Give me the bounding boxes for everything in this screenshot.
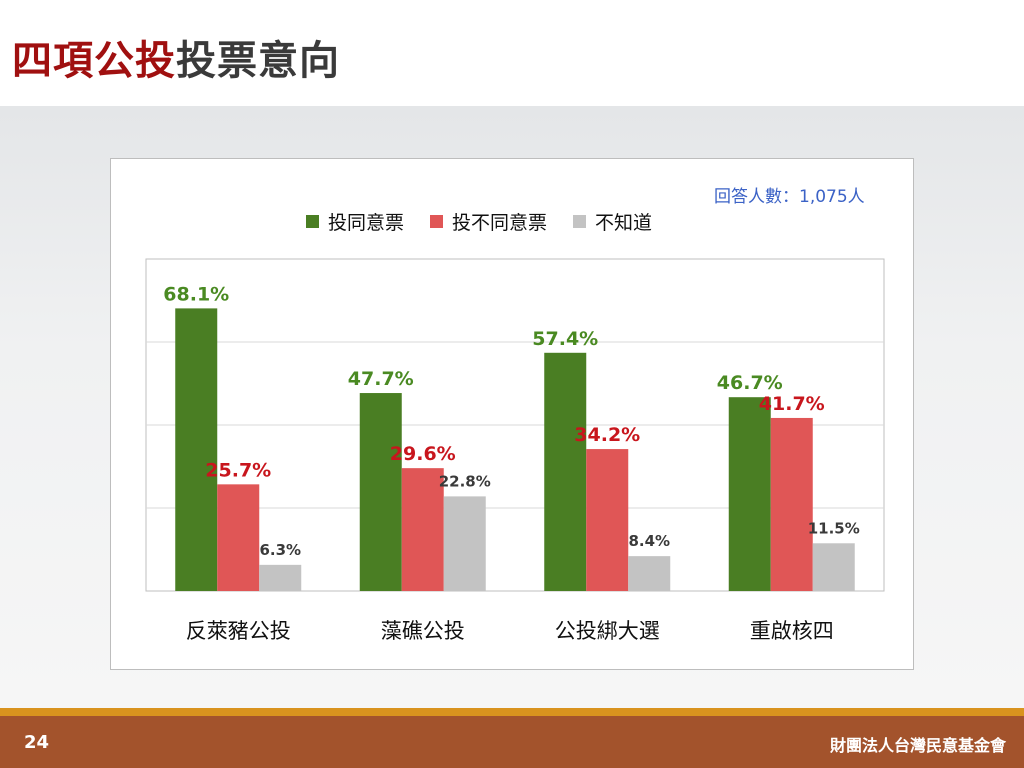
data-label-1-1: 29.6% [390, 443, 456, 465]
title-gray-part: 投票意向 [176, 38, 340, 84]
category-label-2: 公投綁大選 [555, 619, 660, 643]
title-bar: 四項公投投票意向 [0, 0, 1024, 106]
bar-1-0 [217, 484, 260, 591]
legend-swatch-unknown [573, 215, 587, 228]
data-label-1-2: 34.2% [574, 424, 640, 446]
bar-0-0 [175, 308, 218, 591]
data-label-0-1: 47.7% [348, 368, 414, 390]
bar-2-0 [259, 564, 302, 591]
legend-swatch-disagree [430, 215, 444, 228]
legend-label-unknown: 不知道 [595, 212, 653, 234]
sample-size-note: 回答人數：1,075人 [714, 187, 865, 207]
bar-0-2 [544, 352, 587, 591]
data-label-0-3: 46.7% [717, 372, 783, 394]
title-red-part: 四項公投 [12, 38, 176, 84]
legend-label-disagree: 投不同意票 [452, 212, 548, 234]
data-label-2-1: 22.8% [439, 472, 491, 490]
chart-legend: 投同意票 投不同意票 不知道 [306, 208, 678, 235]
data-label-1-3: 41.7% [759, 393, 825, 415]
legend-swatch-agree [306, 215, 319, 228]
legend-item-disagree: 投不同意票 [430, 208, 547, 235]
bar-1-2 [586, 449, 629, 591]
data-label-2-0: 6.3% [259, 541, 301, 559]
data-label-0-0: 68.1% [163, 283, 229, 305]
legend-item-agree: 投同意票 [306, 208, 404, 235]
page-title: 四項公投投票意向 [12, 28, 340, 86]
category-label-0: 反萊豬公投 [186, 619, 291, 643]
footer-bar: 24 財團法人台灣民意基金會 [0, 716, 1024, 768]
legend-item-unknown: 不知道 [573, 208, 652, 235]
category-label-3: 重啟核四 [750, 619, 834, 643]
footer-stripe [0, 708, 1024, 716]
bar-2-2 [628, 556, 671, 591]
data-label-2-3: 11.5% [808, 519, 860, 537]
data-label-2-2: 8.4% [628, 532, 670, 550]
bar-1-1 [401, 468, 444, 591]
bar-2-3 [812, 543, 855, 591]
page-number: 24 [24, 732, 50, 753]
legend-label-agree: 投同意票 [328, 212, 405, 234]
organization-name: 財團法人台灣民意基金會 [829, 736, 1006, 755]
bar-1-3 [770, 417, 813, 591]
data-label-0-2: 57.4% [532, 328, 598, 350]
bar-2-1 [443, 496, 486, 591]
bar-0-1 [359, 393, 402, 591]
category-label-1: 藻礁公投 [381, 619, 465, 643]
bar-0-3 [728, 397, 771, 591]
data-label-1-0: 25.7% [205, 459, 271, 481]
